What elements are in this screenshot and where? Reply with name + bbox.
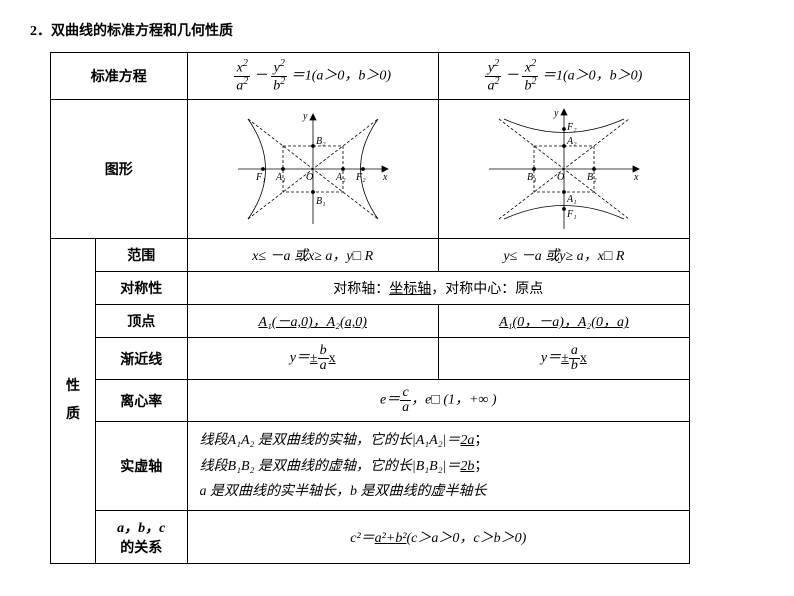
relation-pre: c²＝ [350,531,374,546]
svg-text:y: y [553,108,559,119]
vert-label-1: 性 [66,379,80,394]
hyperbola-table: 标准方程 x2a2 － y2b2 ＝1(a＞0，b＞0) y2a2 － x2b2… [50,52,690,564]
svg-text:B₁: B₁ [527,172,537,183]
label-symmetry: 对称性 [96,272,188,305]
axis-value: 线段A₁A₂ 是双曲线的实轴，它的长|A₁A₂|＝2a； 线段B₁B₂ 是双曲线… [187,422,689,511]
equation-1: x2a2 － y2b2 ＝1(a＞0，b＞0) [187,53,438,100]
svg-text:x: x [382,172,388,183]
relation-post: (c＞a＞0，c＞b＞0) [407,531,527,546]
symmetry-axis: 坐标轴 [389,282,431,297]
figure-2: B₁ O B₂ A₂ F₂ A₁ F₁ x y [438,100,689,239]
equation-2: y2a2 － x2b2 ＝1(a＞0，b＞0) [438,53,689,100]
relation-value: c²＝a²+b²(c＞a＞0，c＞b＞0) [187,510,689,563]
relation-label1: a，b，c [117,521,165,536]
label-eccentricity: 离心率 [96,380,188,422]
svg-text:O: O [306,172,313,183]
hyperbola-horizontal-icon: F₁ A₁ O A₂ F₂ B₂ B₁ x y [228,104,398,234]
axis-line1b: 2a [460,433,474,448]
axis-line2c: ； [474,459,488,474]
relation-label2: 的关系 [120,541,162,556]
label-range: 范围 [96,239,188,272]
svg-text:F₂: F₂ [355,172,366,183]
label-vertex: 顶点 [96,305,188,338]
label-figure: 图形 [51,100,188,239]
svg-text:O: O [557,172,564,183]
axis-line3: a 是双曲线的实半轴长，b 是双曲线的虚半轴长 [200,479,681,504]
relation-mid: a²+b² [375,531,407,546]
equation-1-cond: ＝1(a＞0，b＞0) [291,68,391,83]
svg-text:A₂: A₂ [335,172,346,183]
page-title: 2．双曲线的标准方程和几何性质 [30,20,764,40]
svg-text:A₁: A₁ [566,194,577,205]
vertex-2: A₁(0，－a)，A₂(0，a) [438,305,689,338]
hyperbola-vertical-icon: B₁ O B₂ A₂ F₂ A₁ F₁ x y [479,104,649,234]
symmetry-prefix: 对称轴： [333,282,389,297]
asymptote-2: y＝±abx [438,338,689,380]
svg-text:F₁: F₁ [255,172,266,183]
vertex-1: A₁(－a,0)，A₂(a,0) [187,305,438,338]
svg-text:A₂: A₂ [566,136,577,147]
svg-text:B₂: B₂ [316,136,326,147]
asymptote-1: y＝±bax [187,338,438,380]
svg-text:B₁: B₁ [316,196,326,207]
axis-line1a: 线段A₁A₂ 是双曲线的实轴，它的长|A₁A₂|＝ [200,433,461,448]
eccentricity-value: e＝ca，e□ (1，+∞ ) [187,380,689,422]
vert-label-2: 质 [66,407,80,422]
svg-text:F₁: F₁ [566,209,577,220]
label-asymptote: 渐近线 [96,338,188,380]
axis-line2a: 线段B₁B₂ 是双曲线的虚轴，它的长|B₁B₂|＝ [200,459,461,474]
label-properties: 性 质 [51,239,96,564]
svg-text:x: x [633,172,639,183]
svg-text:A₁: A₁ [275,172,286,183]
label-axis: 实虚轴 [96,422,188,511]
svg-text:F₂: F₂ [566,122,577,133]
eccentricity-suffix: ，e□ (1，+∞ ) [411,393,496,408]
svg-text:y: y [302,111,308,122]
symmetry-suffix: ，对称中心：原点 [431,282,543,297]
axis-line1c: ； [474,433,488,448]
range-1: x≤ －a 或x≥ a，y□ R [187,239,438,272]
range-2: y≤ －a 或y≥ a，x□ R [438,239,689,272]
axis-line2b: 2b [460,459,474,474]
svg-text:B₂: B₂ [587,172,597,183]
label-equation: 标准方程 [51,53,188,100]
symmetry-value: 对称轴：坐标轴，对称中心：原点 [187,272,689,305]
label-relation: a，b，c 的关系 [96,510,188,563]
figure-1: F₁ A₁ O A₂ F₂ B₂ B₁ x y [187,100,438,239]
equation-2-cond: ＝1(a＞0，b＞0) [542,68,642,83]
